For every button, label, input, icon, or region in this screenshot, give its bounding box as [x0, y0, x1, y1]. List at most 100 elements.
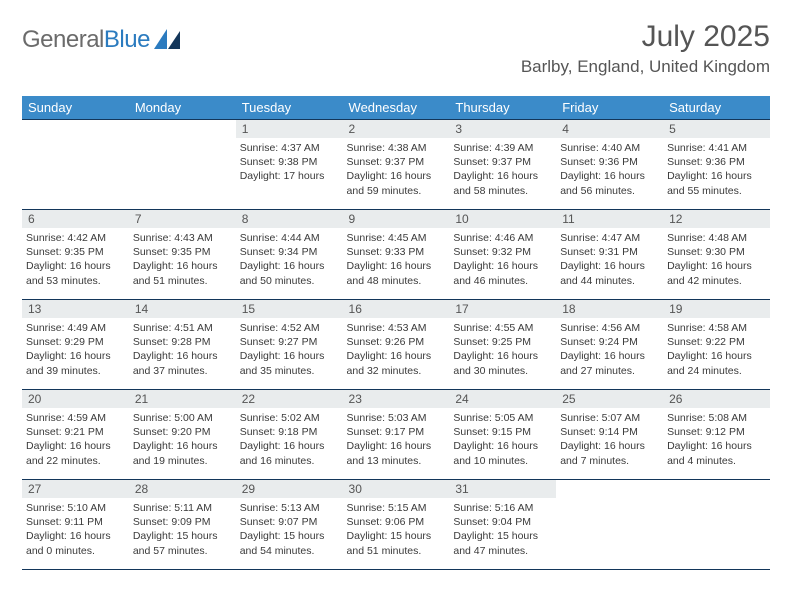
- day-details: Sunrise: 5:05 AMSunset: 9:15 PMDaylight:…: [449, 408, 556, 468]
- weekday-header: Saturday: [663, 96, 770, 120]
- day-number: 27: [22, 480, 129, 498]
- day-number: 15: [236, 300, 343, 318]
- day-details: Sunrise: 4:53 AMSunset: 9:26 PMDaylight:…: [343, 318, 450, 378]
- day-details: Sunrise: 4:56 AMSunset: 9:24 PMDaylight:…: [556, 318, 663, 378]
- day-details: Sunrise: 4:51 AMSunset: 9:28 PMDaylight:…: [129, 318, 236, 378]
- day-number: 26: [663, 390, 770, 408]
- calendar-cell: 29Sunrise: 5:13 AMSunset: 9:07 PMDayligh…: [236, 480, 343, 570]
- day-details: Sunrise: 4:40 AMSunset: 9:36 PMDaylight:…: [556, 138, 663, 198]
- brand-part2: Blue: [104, 26, 150, 53]
- weekday-header: Tuesday: [236, 96, 343, 120]
- day-details: Sunrise: 4:41 AMSunset: 9:36 PMDaylight:…: [663, 138, 770, 198]
- calendar-cell: 25Sunrise: 5:07 AMSunset: 9:14 PMDayligh…: [556, 390, 663, 480]
- calendar-cell: 20Sunrise: 4:59 AMSunset: 9:21 PMDayligh…: [22, 390, 129, 480]
- day-details: Sunrise: 4:43 AMSunset: 9:35 PMDaylight:…: [129, 228, 236, 288]
- day-details: Sunrise: 5:08 AMSunset: 9:12 PMDaylight:…: [663, 408, 770, 468]
- calendar-cell: 11Sunrise: 4:47 AMSunset: 9:31 PMDayligh…: [556, 210, 663, 300]
- title-block: July 2025 Barlby, England, United Kingdo…: [521, 20, 770, 77]
- day-number: 22: [236, 390, 343, 408]
- day-number: 3: [449, 120, 556, 138]
- day-details: Sunrise: 4:47 AMSunset: 9:31 PMDaylight:…: [556, 228, 663, 288]
- day-number: 7: [129, 210, 236, 228]
- logo-sail-icon: [154, 29, 180, 51]
- day-number: 25: [556, 390, 663, 408]
- calendar-cell: 7Sunrise: 4:43 AMSunset: 9:35 PMDaylight…: [129, 210, 236, 300]
- month-title: July 2025: [521, 20, 770, 53]
- location: Barlby, England, United Kingdom: [521, 57, 770, 77]
- calendar-cell: 18Sunrise: 4:56 AMSunset: 9:24 PMDayligh…: [556, 300, 663, 390]
- day-number: 14: [129, 300, 236, 318]
- calendar-cell: 3Sunrise: 4:39 AMSunset: 9:37 PMDaylight…: [449, 120, 556, 211]
- day-number: 10: [449, 210, 556, 228]
- day-number: 24: [449, 390, 556, 408]
- calendar-cell: 8Sunrise: 4:44 AMSunset: 9:34 PMDaylight…: [236, 210, 343, 300]
- day-number: 13: [22, 300, 129, 318]
- day-details: Sunrise: 4:48 AMSunset: 9:30 PMDaylight:…: [663, 228, 770, 288]
- calendar-cell: 19Sunrise: 4:58 AMSunset: 9:22 PMDayligh…: [663, 300, 770, 390]
- calendar-cell: 12Sunrise: 4:48 AMSunset: 9:30 PMDayligh…: [663, 210, 770, 300]
- day-details: Sunrise: 5:03 AMSunset: 9:17 PMDaylight:…: [343, 408, 450, 468]
- weekday-header: Thursday: [449, 96, 556, 120]
- calendar-cell: 5Sunrise: 4:41 AMSunset: 9:36 PMDaylight…: [663, 120, 770, 211]
- day-details: Sunrise: 5:11 AMSunset: 9:09 PMDaylight:…: [129, 498, 236, 558]
- weekday-header: Friday: [556, 96, 663, 120]
- calendar-page: GeneralBlue July 2025 Barlby, England, U…: [0, 0, 792, 612]
- calendar-cell: [663, 480, 770, 570]
- day-details: Sunrise: 4:52 AMSunset: 9:27 PMDaylight:…: [236, 318, 343, 378]
- day-details: Sunrise: 5:16 AMSunset: 9:04 PMDaylight:…: [449, 498, 556, 558]
- day-details: Sunrise: 5:00 AMSunset: 9:20 PMDaylight:…: [129, 408, 236, 468]
- day-number: 28: [129, 480, 236, 498]
- calendar-cell: 14Sunrise: 4:51 AMSunset: 9:28 PMDayligh…: [129, 300, 236, 390]
- day-number: 30: [343, 480, 450, 498]
- calendar-cell: 9Sunrise: 4:45 AMSunset: 9:33 PMDaylight…: [343, 210, 450, 300]
- calendar-cell: [129, 120, 236, 211]
- calendar-grid: SundayMondayTuesdayWednesdayThursdayFrid…: [22, 96, 770, 570]
- day-number: 21: [129, 390, 236, 408]
- calendar-cell: [556, 480, 663, 570]
- calendar-week-row: 1Sunrise: 4:37 AMSunset: 9:38 PMDaylight…: [22, 120, 770, 211]
- calendar-cell: 4Sunrise: 4:40 AMSunset: 9:36 PMDaylight…: [556, 120, 663, 211]
- calendar-cell: 13Sunrise: 4:49 AMSunset: 9:29 PMDayligh…: [22, 300, 129, 390]
- calendar-week-row: 13Sunrise: 4:49 AMSunset: 9:29 PMDayligh…: [22, 300, 770, 390]
- calendar-cell: 30Sunrise: 5:15 AMSunset: 9:06 PMDayligh…: [343, 480, 450, 570]
- calendar-cell: 22Sunrise: 5:02 AMSunset: 9:18 PMDayligh…: [236, 390, 343, 480]
- calendar-cell: 17Sunrise: 4:55 AMSunset: 9:25 PMDayligh…: [449, 300, 556, 390]
- weekday-header: Monday: [129, 96, 236, 120]
- calendar-week-row: 20Sunrise: 4:59 AMSunset: 9:21 PMDayligh…: [22, 390, 770, 480]
- calendar-cell: [22, 120, 129, 211]
- header: GeneralBlue July 2025 Barlby, England, U…: [22, 20, 770, 90]
- calendar-week-row: 6Sunrise: 4:42 AMSunset: 9:35 PMDaylight…: [22, 210, 770, 300]
- day-number: 4: [556, 120, 663, 138]
- day-details: Sunrise: 4:45 AMSunset: 9:33 PMDaylight:…: [343, 228, 450, 288]
- day-number: 12: [663, 210, 770, 228]
- calendar-cell: 16Sunrise: 4:53 AMSunset: 9:26 PMDayligh…: [343, 300, 450, 390]
- day-number: 23: [343, 390, 450, 408]
- day-number: 29: [236, 480, 343, 498]
- calendar-cell: 31Sunrise: 5:16 AMSunset: 9:04 PMDayligh…: [449, 480, 556, 570]
- calendar-cell: 6Sunrise: 4:42 AMSunset: 9:35 PMDaylight…: [22, 210, 129, 300]
- calendar-cell: 2Sunrise: 4:38 AMSunset: 9:37 PMDaylight…: [343, 120, 450, 211]
- brand-part1: General: [22, 26, 104, 53]
- day-number: 2: [343, 120, 450, 138]
- calendar-body: 1Sunrise: 4:37 AMSunset: 9:38 PMDaylight…: [22, 120, 770, 571]
- day-number: 11: [556, 210, 663, 228]
- day-number: 16: [343, 300, 450, 318]
- day-number: 19: [663, 300, 770, 318]
- calendar-cell: 10Sunrise: 4:46 AMSunset: 9:32 PMDayligh…: [449, 210, 556, 300]
- day-details: Sunrise: 4:58 AMSunset: 9:22 PMDaylight:…: [663, 318, 770, 378]
- calendar-week-row: 27Sunrise: 5:10 AMSunset: 9:11 PMDayligh…: [22, 480, 770, 570]
- weekday-header: Sunday: [22, 96, 129, 120]
- day-details: Sunrise: 5:13 AMSunset: 9:07 PMDaylight:…: [236, 498, 343, 558]
- day-number: 6: [22, 210, 129, 228]
- calendar-cell: 24Sunrise: 5:05 AMSunset: 9:15 PMDayligh…: [449, 390, 556, 480]
- calendar-cell: 26Sunrise: 5:08 AMSunset: 9:12 PMDayligh…: [663, 390, 770, 480]
- day-details: Sunrise: 5:10 AMSunset: 9:11 PMDaylight:…: [22, 498, 129, 558]
- day-details: Sunrise: 4:38 AMSunset: 9:37 PMDaylight:…: [343, 138, 450, 198]
- day-details: Sunrise: 5:15 AMSunset: 9:06 PMDaylight:…: [343, 498, 450, 558]
- calendar-cell: 27Sunrise: 5:10 AMSunset: 9:11 PMDayligh…: [22, 480, 129, 570]
- day-details: Sunrise: 5:02 AMSunset: 9:18 PMDaylight:…: [236, 408, 343, 468]
- day-details: Sunrise: 4:46 AMSunset: 9:32 PMDaylight:…: [449, 228, 556, 288]
- day-number: 18: [556, 300, 663, 318]
- calendar-cell: 15Sunrise: 4:52 AMSunset: 9:27 PMDayligh…: [236, 300, 343, 390]
- day-details: Sunrise: 4:44 AMSunset: 9:34 PMDaylight:…: [236, 228, 343, 288]
